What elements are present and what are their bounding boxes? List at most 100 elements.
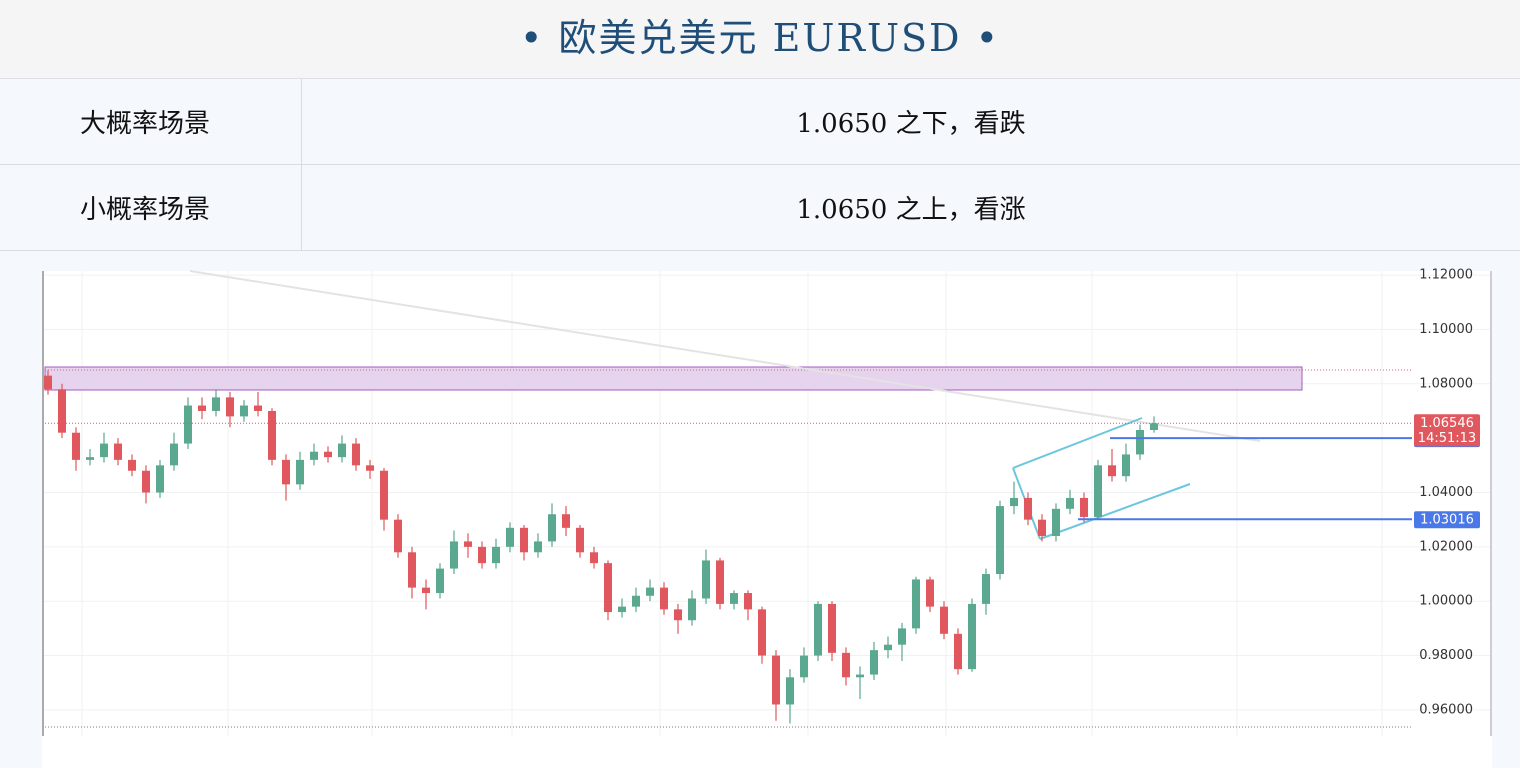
candle-body (450, 541, 458, 569)
table-row: 小概率场景 1.0650 之上，看涨 (0, 165, 1520, 251)
candle-body (758, 609, 766, 656)
candle-body (618, 606, 626, 613)
candle-body (478, 546, 486, 564)
candle-body (590, 552, 598, 564)
price-tag (1414, 511, 1480, 529)
candle-body (1010, 497, 1018, 507)
candle-body (506, 527, 514, 547)
candle-body (492, 546, 500, 564)
candle-body (170, 443, 178, 466)
candle-body (772, 655, 780, 705)
candle-body (954, 633, 962, 670)
candle-body (72, 432, 80, 460)
candle-body (1094, 465, 1102, 517)
last-price-tag (1414, 414, 1480, 447)
cell: 1.0650 之下，看跌 (796, 109, 1026, 139)
candle-body (912, 579, 920, 629)
candle-body (940, 606, 948, 634)
cell: 1.0650 之上，看涨 (796, 195, 1026, 225)
candle-body (86, 457, 94, 460)
candle-body (1024, 497, 1032, 520)
cell: 大概率场景 (0, 79, 302, 164)
candle-body (674, 609, 682, 621)
candle-body (338, 443, 346, 458)
candle-body (898, 628, 906, 645)
candle-body (548, 514, 556, 542)
y-tick-label: 0.96000 (1419, 702, 1473, 717)
candle-body (744, 593, 752, 610)
candle-body (324, 451, 332, 458)
candle-body (366, 465, 374, 471)
candle-body (688, 598, 696, 621)
candle-body (58, 389, 66, 433)
chart: 0.96000 0.98000 1.00000 1.02000 1.04000 1.080… (0, 251, 1520, 768)
candle-body (142, 470, 150, 493)
candle-body (968, 603, 976, 670)
candle-body (464, 541, 472, 547)
candle-body (926, 579, 934, 607)
candle-body (996, 506, 1004, 575)
candle-body (1108, 465, 1116, 477)
table-row: 大概率场景 1.0650 之下，看跌 (0, 79, 1520, 165)
candle-body (352, 443, 360, 466)
candle-body (1122, 454, 1130, 477)
candle-body (1066, 497, 1074, 509)
candle-body (730, 593, 738, 604)
candle-body (884, 644, 892, 651)
candle-body (268, 410, 276, 460)
candle-body (380, 470, 388, 520)
candle-body (156, 465, 164, 493)
price-tag-label: 1.03016 (1420, 513, 1474, 528)
candle-body (296, 459, 304, 485)
y-tick-label: 0.98000 (1419, 648, 1473, 663)
candle-body (632, 595, 640, 607)
y-tick-label: 1.02000 (1419, 539, 1473, 554)
candle-body (786, 677, 794, 705)
channel-line (1012, 417, 1143, 469)
countdown: 14:51:13 (1418, 431, 1476, 446)
candle-body (436, 568, 444, 594)
candle-body (562, 514, 570, 528)
candle-body (828, 603, 836, 653)
candle-body (1136, 429, 1144, 455)
trend-line (189, 270, 1261, 442)
y-tick-label: 1.12000 (1419, 268, 1473, 283)
candle-body (394, 519, 402, 553)
candle-body (408, 552, 416, 588)
candle-body (240, 405, 248, 417)
v-grid (44, 271, 1490, 736)
candle-body (254, 405, 262, 411)
candle-body (660, 587, 668, 610)
candle-body (982, 574, 990, 604)
candle-body (604, 563, 612, 613)
channel-line (1039, 483, 1191, 540)
chart-layer: 0.96000 0.98000 1.00000 1.02000 1.04000 1.080… (44, 268, 1480, 724)
candle-body (576, 527, 584, 553)
candle-body (212, 397, 220, 411)
candle-body (814, 603, 822, 656)
candle-body (310, 451, 318, 460)
last-price-label: 1.06546 (1420, 416, 1474, 431)
candle-body (870, 650, 878, 675)
candle-body (226, 397, 234, 417)
candle-body (114, 443, 122, 460)
candle-body (44, 375, 52, 390)
candle-body (520, 527, 528, 553)
candle-body (702, 560, 710, 599)
y-tick-label: 1.10000 (1419, 322, 1473, 337)
candle-body (1038, 519, 1046, 536)
candle-body (1080, 497, 1088, 517)
candle-body (1052, 508, 1060, 536)
title: • 欧美兑美元 EURUSD • (0, 0, 1520, 79)
candle-body (282, 459, 290, 485)
candle-body (128, 459, 136, 471)
candle-body (422, 587, 430, 594)
candle-body (534, 541, 542, 553)
cell: 小概率场景 (0, 165, 302, 250)
candle-body (198, 405, 206, 411)
candle-body (800, 655, 808, 678)
y-tick-label: 1.00000 (1419, 594, 1473, 609)
y-tick-label: 1.04000 (1419, 485, 1473, 500)
candle-body (856, 674, 864, 678)
